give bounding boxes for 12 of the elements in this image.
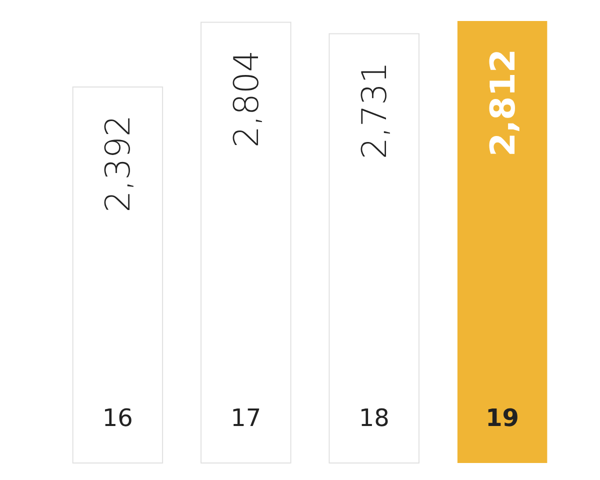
x-tick-label: 16 <box>102 404 133 432</box>
bar <box>72 86 164 464</box>
bar <box>200 22 292 464</box>
bar <box>328 33 420 464</box>
x-tick-label: 19 <box>486 404 520 432</box>
x-tick-label: 17 <box>230 404 262 432</box>
bar <box>457 21 548 463</box>
data-label: 2,804 <box>226 50 267 148</box>
x-tick-label: 18 <box>358 404 390 432</box>
data-label: 2,812 <box>483 49 524 157</box>
data-label: 2,392 <box>98 115 139 212</box>
data-label: 2,731 <box>355 62 396 160</box>
